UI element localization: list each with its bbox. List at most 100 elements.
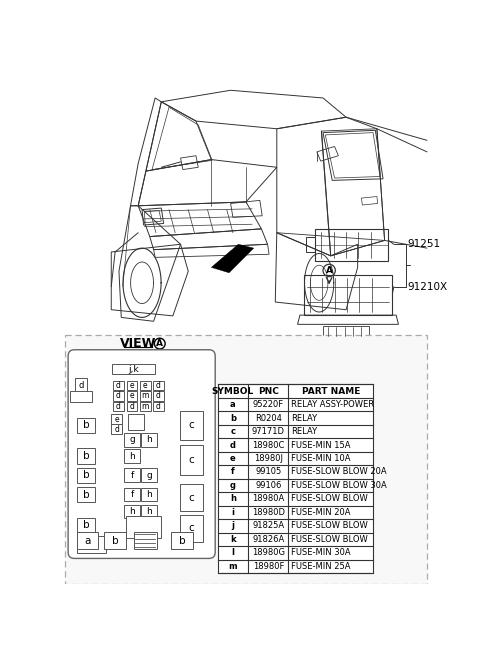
Text: 18980J: 18980J <box>254 454 283 463</box>
Bar <box>75 379 87 394</box>
Text: e: e <box>130 392 134 400</box>
Text: j,k: j,k <box>128 365 139 373</box>
Text: d: d <box>230 441 236 449</box>
Text: d: d <box>156 380 161 390</box>
Bar <box>65 335 427 584</box>
Text: c: c <box>189 523 194 533</box>
Text: h: h <box>146 490 152 499</box>
Bar <box>153 380 164 390</box>
Text: c: c <box>230 427 235 436</box>
Bar <box>77 417 95 433</box>
Text: FUSE-SLOW BLOW 20A: FUSE-SLOW BLOW 20A <box>291 468 387 476</box>
Bar <box>104 532 126 549</box>
Text: m: m <box>142 402 149 411</box>
Bar <box>140 392 151 401</box>
Text: VIEW: VIEW <box>120 337 156 350</box>
Text: e: e <box>143 380 147 390</box>
Bar <box>77 468 95 483</box>
Text: FUSE-SLOW BLOW: FUSE-SLOW BLOW <box>291 535 368 544</box>
Bar <box>124 449 140 463</box>
Bar <box>133 532 156 549</box>
Text: 91251: 91251 <box>408 239 441 249</box>
Text: d: d <box>114 424 119 434</box>
Text: PNC: PNC <box>258 386 279 396</box>
Text: d: d <box>156 402 161 411</box>
Text: 18980G: 18980G <box>252 548 285 558</box>
Text: d: d <box>116 380 120 390</box>
FancyBboxPatch shape <box>68 350 215 558</box>
Text: d: d <box>116 392 120 400</box>
Text: h: h <box>129 507 135 516</box>
Text: k: k <box>230 535 236 544</box>
Text: 18980F: 18980F <box>252 562 284 571</box>
Bar <box>180 445 203 474</box>
Bar <box>180 514 203 543</box>
Bar <box>180 483 203 512</box>
Bar <box>141 487 156 501</box>
Text: FUSE-SLOW BLOW: FUSE-SLOW BLOW <box>291 522 368 531</box>
Text: FUSE-SLOW BLOW 30A: FUSE-SLOW BLOW 30A <box>291 481 387 490</box>
Text: g: g <box>230 481 236 490</box>
Text: 91826A: 91826A <box>252 535 285 544</box>
Text: h: h <box>129 451 135 461</box>
Text: c: c <box>189 493 194 502</box>
Text: m: m <box>142 392 149 400</box>
Text: b: b <box>83 489 89 499</box>
Bar <box>140 402 151 411</box>
Text: 99105: 99105 <box>255 468 281 476</box>
Text: h: h <box>230 495 236 503</box>
Text: j: j <box>231 522 234 531</box>
Bar <box>113 380 123 390</box>
Text: b: b <box>230 413 236 422</box>
Text: g: g <box>129 436 135 444</box>
Text: l: l <box>231 548 234 558</box>
Text: A: A <box>325 266 333 275</box>
Text: 18980A: 18980A <box>252 495 285 503</box>
Text: i: i <box>231 508 234 517</box>
Bar <box>124 504 140 518</box>
Text: FUSE-MIN 30A: FUSE-MIN 30A <box>291 548 351 558</box>
Bar <box>128 415 144 430</box>
Text: d: d <box>130 402 134 411</box>
Text: f: f <box>131 490 133 499</box>
Bar <box>124 433 140 447</box>
Text: 18980C: 18980C <box>252 441 285 449</box>
Text: 91825A: 91825A <box>252 522 284 531</box>
Bar <box>124 487 140 501</box>
Text: 18980D: 18980D <box>252 508 285 517</box>
Text: b: b <box>179 536 185 546</box>
Text: h: h <box>146 436 152 444</box>
Text: FUSE-MIN 25A: FUSE-MIN 25A <box>291 562 351 571</box>
Text: SYMBOL: SYMBOL <box>212 386 254 396</box>
Bar <box>141 433 156 447</box>
Text: d: d <box>79 381 84 390</box>
Bar <box>140 380 151 390</box>
Text: FUSE-MIN 15A: FUSE-MIN 15A <box>291 441 351 449</box>
Bar <box>112 363 155 375</box>
Bar <box>111 415 122 424</box>
Bar <box>171 532 193 549</box>
Text: f: f <box>131 471 133 480</box>
Bar <box>77 448 95 464</box>
Bar <box>127 380 137 390</box>
Text: R0204: R0204 <box>255 413 282 422</box>
Text: PART NAME: PART NAME <box>301 386 360 396</box>
Bar <box>77 487 95 502</box>
Bar <box>127 402 137 411</box>
Text: b: b <box>112 536 119 546</box>
Text: b: b <box>83 470 89 480</box>
Bar <box>111 424 122 434</box>
Text: b: b <box>83 420 89 430</box>
Bar <box>77 536 106 553</box>
Bar <box>180 411 203 440</box>
Text: RELAY: RELAY <box>291 413 318 422</box>
Bar <box>77 518 95 533</box>
Bar <box>217 384 373 573</box>
Text: c: c <box>189 420 194 430</box>
Bar <box>77 532 98 549</box>
Text: 91210X: 91210X <box>408 281 448 292</box>
Text: c: c <box>189 455 194 465</box>
Bar <box>124 468 140 482</box>
Text: FUSE-SLOW BLOW: FUSE-SLOW BLOW <box>291 495 368 503</box>
Text: 99106: 99106 <box>255 481 281 490</box>
